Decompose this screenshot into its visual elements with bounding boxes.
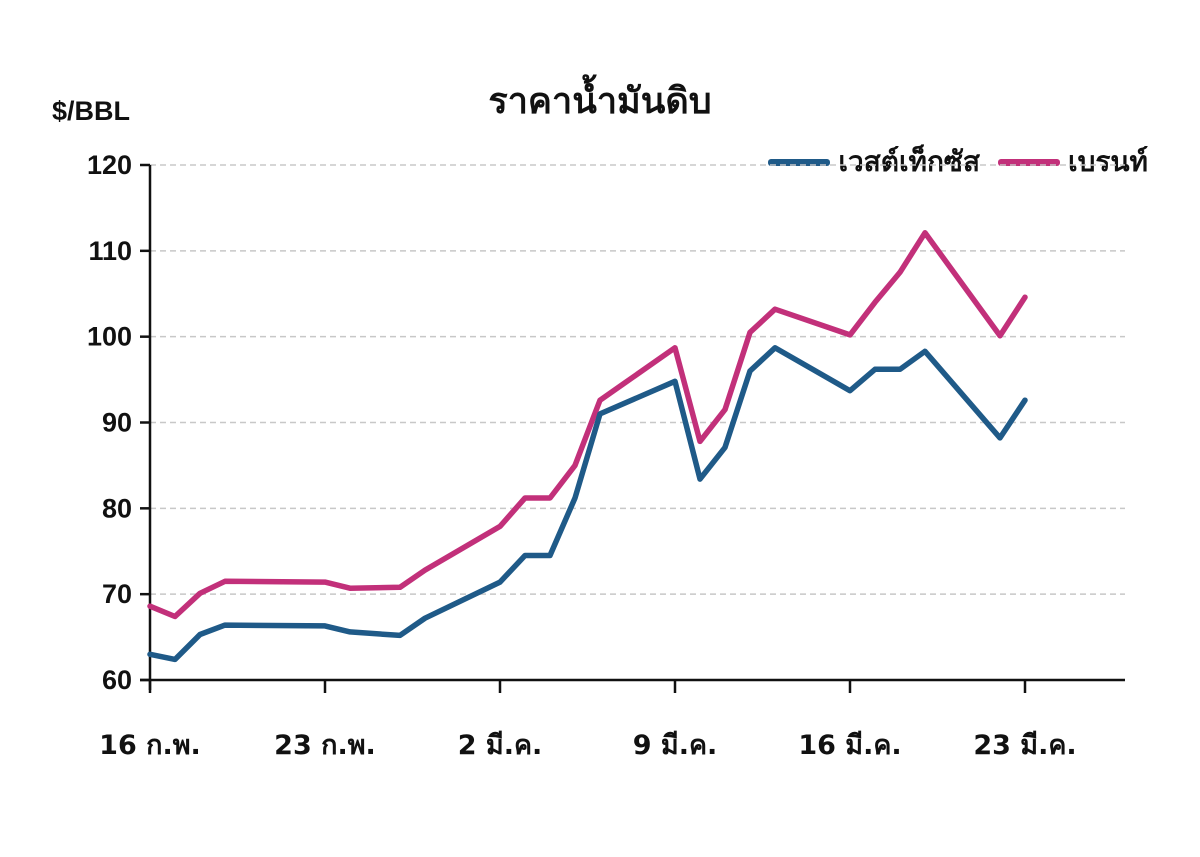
- y-tick-label: 120: [87, 150, 132, 180]
- x-tick-label: 9 มี.ค.: [633, 730, 718, 761]
- x-tick-label: 16 ก.พ.: [99, 730, 201, 761]
- legend: เวสต์เท็กซัส เบรนท์: [768, 140, 1148, 184]
- x-axis-ticks: 16 ก.พ. 23 ก.พ. 2 มี.ค. 9 มี.ค. 16 มี.ค. 23 ม…: [99, 680, 1077, 761]
- series-line-wti: [147, 345, 1028, 663]
- y-tick-label: 80: [102, 493, 132, 523]
- y-tick-label: 70: [102, 579, 132, 609]
- series-line-brent: [147, 230, 1028, 620]
- x-tick-label: 16 มี.ค.: [798, 730, 901, 761]
- legend-label-brent: เบรนท์: [1068, 145, 1148, 178]
- x-tick-label: 2 มี.ค.: [458, 730, 543, 761]
- chart-title: ราคาน้ำมันดิบ: [488, 81, 712, 122]
- y-tick-label: 90: [102, 408, 132, 438]
- y-tick-label: 100: [87, 322, 132, 352]
- legend-item-wti: เวสต์เท็กซัส: [768, 140, 980, 184]
- y-tick-label: 110: [88, 236, 132, 266]
- y-axis-ticks: 60 70 80 90 100 110 120: [87, 150, 150, 695]
- x-tick-label: 23 มี.ค.: [973, 730, 1076, 761]
- legend-label-wti: เวสต์เท็กซัส: [838, 145, 981, 178]
- y-axis-unit-label: $/BBL: [52, 96, 131, 126]
- legend-swatch-brent: [998, 158, 1061, 166]
- y-tick-label: 60: [102, 665, 132, 695]
- legend-swatch-wti: [768, 158, 831, 166]
- legend-item-brent: เบรนท์: [998, 140, 1148, 184]
- x-tick-label: 23 ก.พ.: [274, 730, 376, 761]
- gridlines: [150, 164, 1125, 595]
